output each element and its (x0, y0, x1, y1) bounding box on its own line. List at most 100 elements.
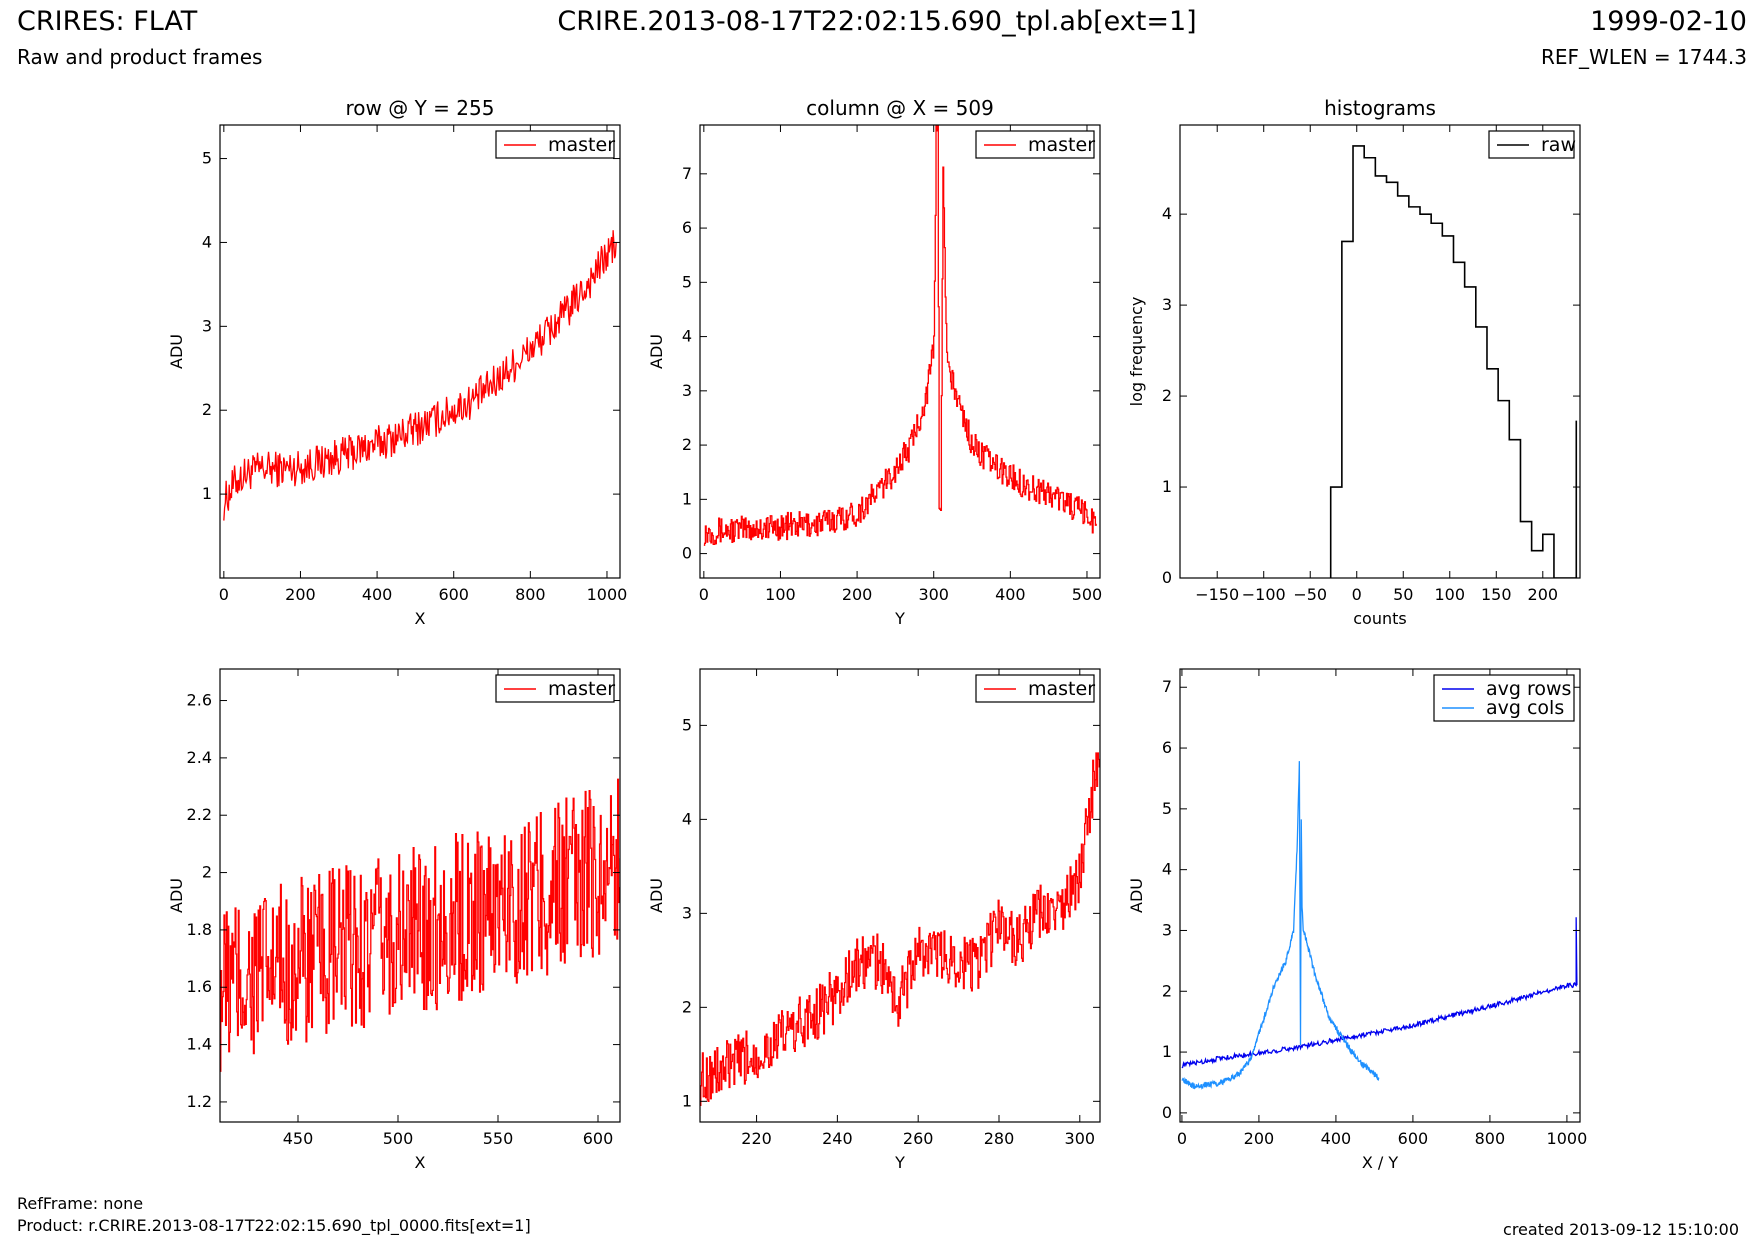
legend-label: master (1028, 134, 1095, 156)
x-tick-label: 0 (699, 585, 709, 604)
legend-label: master (1028, 678, 1095, 700)
y-tick-label: 5 (202, 149, 212, 168)
series-line-master (703, 125, 1097, 546)
y-tick-label: 5 (1162, 799, 1172, 818)
y-tick-label: 4 (682, 327, 692, 346)
x-tick-label: 50 (1393, 585, 1413, 604)
y-tick-label: 1.6 (187, 977, 212, 996)
product-label: Product: r.CRIRE.2013-08-17T22:02:15.690… (17, 1216, 531, 1235)
y-tick-label: 2.4 (187, 748, 212, 767)
series-line-raw (1329, 145, 1578, 578)
y-tick-label: 2.2 (187, 805, 212, 824)
x-tick-label: 800 (1475, 1129, 1506, 1148)
y-tick-label: 1 (1162, 477, 1172, 496)
series-line-avg-rows (1181, 917, 1578, 1069)
x-tick-label: 400 (995, 585, 1026, 604)
x-tick-label: 0 (1352, 585, 1362, 604)
x-axis-label: X (415, 609, 426, 628)
y-tick-label: 1 (202, 484, 212, 503)
plot-panel-3: −150 −100 −50 0 50 100 150 200 0 1 2 3 4 histograms co… (1127, 96, 1581, 628)
created-label: created 2013-09-12 15:10:00 (1503, 1220, 1739, 1239)
x-tick-label: 200 (842, 585, 873, 604)
y-tick-label: 0 (682, 544, 692, 563)
refframe-label: RefFrame: none (17, 1194, 144, 1213)
file-title: CRIRE.2013-08-17T22:02:15.690_tpl.ab[ext… (557, 6, 1197, 37)
x-tick-label: 550 (483, 1129, 514, 1148)
plot-title: row @ Y = 255 (346, 96, 495, 120)
y-axis-label: ADU (647, 334, 666, 369)
series-line-master (223, 230, 617, 521)
page-subtitle: Raw and product frames (17, 45, 263, 69)
y-tick-label: 2 (682, 435, 692, 454)
y-tick-label: 3 (682, 381, 692, 400)
x-tick-label: −150 (1195, 585, 1239, 604)
plot-frame (219, 668, 621, 1123)
y-axis-label: ADU (1127, 878, 1146, 913)
plot-panel-4: 450 500 550 600 1.2 1.4 1.6 1.8 2 2.2 2.4 2.6 X ADU ma… (167, 668, 621, 1172)
x-tick-label: 500 (383, 1129, 414, 1148)
x-tick-label: 300 (918, 585, 949, 604)
x-axis-label: Y (894, 1153, 905, 1172)
legend-label: raw (1541, 134, 1576, 156)
y-tick-label: 3 (202, 316, 212, 335)
plot-frame (1179, 124, 1581, 579)
x-axis-label: X / Y (1362, 1153, 1399, 1172)
x-tick-label: 200 (285, 585, 316, 604)
y-tick-label: 3 (1162, 920, 1172, 939)
y-tick-label: 7 (682, 164, 692, 183)
y-tick-label: 4 (202, 232, 212, 251)
x-tick-label: 100 (1434, 585, 1465, 604)
y-tick-label: 1.4 (187, 1035, 212, 1054)
y-tick-label: 4 (1162, 204, 1172, 223)
plot-panel-5: 220 240 260 280 300 1 2 3 4 5 Y ADU master (647, 668, 1101, 1172)
x-tick-label: 600 (1398, 1129, 1429, 1148)
y-tick-label: 0 (1162, 568, 1172, 587)
x-tick-label: 0 (1177, 1129, 1187, 1148)
legend-label: avg cols (1486, 697, 1564, 719)
y-axis-label: log frequency (1127, 297, 1146, 407)
page-title: CRIRES: FLAT (17, 6, 198, 37)
x-tick-label: 240 (822, 1129, 853, 1148)
y-axis-label: ADU (167, 878, 186, 913)
y-tick-label: 3 (1162, 295, 1172, 314)
x-tick-label: 280 (984, 1129, 1015, 1148)
y-tick-label: 1.2 (187, 1092, 212, 1111)
x-tick-label: 800 (515, 585, 546, 604)
legend-label: avg rows (1486, 678, 1571, 700)
x-tick-label: −50 (1293, 585, 1327, 604)
y-tick-label: 7 (1162, 677, 1172, 696)
x-tick-label: 200 (1244, 1129, 1275, 1148)
y-axis-label: ADU (647, 878, 666, 913)
date-label: 1999-02-10 (1590, 6, 1747, 37)
x-axis-label: Y (894, 609, 905, 628)
plot-frame (1179, 668, 1581, 1123)
x-tick-label: 600 (583, 1129, 614, 1148)
y-tick-label: 6 (1162, 738, 1172, 757)
plot-panel-1: 0 200 400 600 800 1000 1 2 3 4 5 row @ Y = 255 X ADU m… (167, 96, 627, 628)
plot-panel-6: 0 200 400 600 800 1000 0 1 2 3 4 5 6 7 X / Y ADU avg row… (1127, 668, 1588, 1172)
x-tick-label: 600 (438, 585, 469, 604)
plot-title: column @ X = 509 (806, 96, 994, 120)
y-tick-label: 4 (1162, 860, 1172, 879)
y-tick-label: 5 (682, 715, 692, 734)
y-axis-label: ADU (167, 334, 186, 369)
y-tick-label: 2 (682, 997, 692, 1016)
x-tick-label: 1000 (1547, 1129, 1588, 1148)
plot-frame (699, 668, 1101, 1123)
x-tick-label: 1000 (587, 585, 628, 604)
x-tick-label: 400 (362, 585, 393, 604)
y-tick-label: 2 (202, 400, 212, 419)
x-axis-label: X (415, 1153, 426, 1172)
y-tick-label: 0 (1162, 1103, 1172, 1122)
legend-label: master (548, 678, 615, 700)
x-axis-label: counts (1353, 609, 1406, 628)
x-tick-label: 300 (1065, 1129, 1096, 1148)
x-tick-label: 0 (219, 585, 229, 604)
x-tick-label: 100 (765, 585, 796, 604)
x-tick-label: −100 (1242, 585, 1286, 604)
y-tick-label: 1 (682, 1091, 692, 1110)
y-tick-label: 1.8 (187, 920, 212, 939)
series-line-master (700, 752, 1100, 1106)
x-tick-label: 400 (1321, 1129, 1352, 1148)
